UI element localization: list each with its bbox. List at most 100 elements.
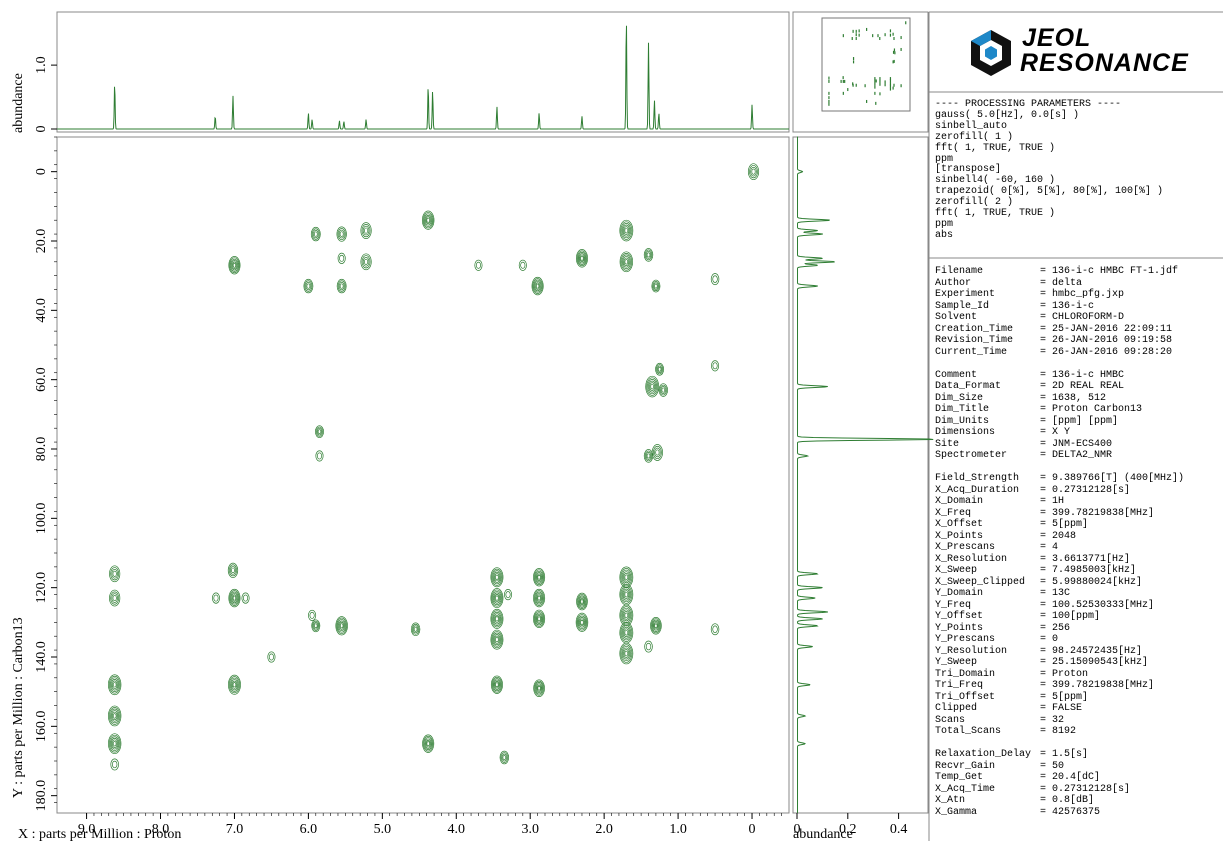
parameter-value: = 8192 <box>1040 726 1077 737</box>
cross-peak <box>533 609 546 629</box>
contour-ring <box>620 623 633 642</box>
contour-ring <box>108 705 122 727</box>
cross-peak <box>619 219 634 242</box>
parameter-key: X_Sweep_Clipped <box>935 576 1026 588</box>
contour-ring <box>108 707 121 725</box>
contour-ring <box>646 252 651 258</box>
processing-line: sinbell_auto <box>935 120 1008 132</box>
y-tick-label: 20.0 <box>34 229 49 254</box>
parameter-key: Tri_Domain <box>935 668 996 680</box>
cross-peak <box>499 750 510 765</box>
parameter-value: = 136-i-c HMBC FT-1.jdf <box>1040 266 1179 277</box>
x-axis-label: X : parts per Million : Proton <box>18 827 181 841</box>
contour-ring <box>711 360 720 372</box>
contour-ring <box>310 226 321 242</box>
contour-ring <box>619 642 634 665</box>
parameter-key: Dim_Units <box>935 415 990 427</box>
contour-ring <box>495 637 499 643</box>
minimap-peak <box>884 80 886 84</box>
contour-ring <box>111 711 118 721</box>
contour-ring <box>645 250 652 259</box>
contour-ring <box>502 755 507 761</box>
cross-peak <box>108 733 122 755</box>
contour-ring <box>315 450 324 462</box>
side-x-tick-label: 0.2 <box>839 822 857 837</box>
contour-ring <box>495 682 499 688</box>
cross-peak <box>315 425 324 439</box>
contour-ring <box>504 589 513 601</box>
contour-ring <box>621 587 632 603</box>
parameter-key: Current_Time <box>935 346 1008 358</box>
contour-ring <box>312 229 319 239</box>
minimap-peak <box>874 91 876 95</box>
parameter-key: Scans <box>935 714 966 726</box>
parameter-key: Y_Freq <box>935 599 972 611</box>
contour-ring <box>338 229 345 239</box>
cross-peak <box>490 629 504 650</box>
minimap-peak <box>900 36 902 40</box>
contour-ring <box>492 591 502 606</box>
contour-ring <box>490 567 504 588</box>
processing-line: gauss( 5.0[Hz], 0.0[s] ) <box>935 109 1080 121</box>
cross-peak <box>360 222 372 239</box>
parameter-key: X_Domain <box>935 496 984 507</box>
contour-ring <box>577 615 587 630</box>
parameter-value: = 0.27312128[s] <box>1040 484 1131 496</box>
contour-ring <box>575 612 589 632</box>
contour-ring <box>537 616 541 622</box>
contour-ring <box>534 682 544 695</box>
y-tick-label: 80.0 <box>34 437 49 462</box>
x-tick-label: 2.0 <box>595 822 613 837</box>
cross-peak <box>619 642 634 665</box>
cross-peak <box>336 278 347 294</box>
parameter-key: Spectrometer <box>935 450 1008 461</box>
cross-peak <box>228 256 241 275</box>
y-tick-label: 160.0 <box>34 711 49 743</box>
contour-ring <box>305 281 312 291</box>
parameter-value: = 5[ppm] <box>1040 519 1089 530</box>
contour-ring <box>112 682 117 688</box>
parameter-value: = Proton Carbon13 <box>1040 404 1143 415</box>
y-tick-label: 180.0 <box>34 780 49 812</box>
cross-peak <box>658 383 668 397</box>
contour-ring <box>576 592 588 611</box>
contour-ring <box>423 737 433 751</box>
minimap-peak <box>874 85 876 89</box>
cross-peak <box>410 622 421 637</box>
parameter-key: Creation_Time <box>935 323 1014 335</box>
top-y-tick-label: 1.0 <box>34 56 49 74</box>
contour-ring <box>231 592 238 604</box>
minimap-peak <box>889 82 892 86</box>
contour-ring <box>317 429 322 435</box>
minimap-peak <box>852 60 855 64</box>
contour-ring <box>647 379 658 395</box>
parameter-value: = 5.99880024[kHz] <box>1040 576 1143 588</box>
contour-ring <box>494 594 500 603</box>
cross-peak <box>518 259 527 271</box>
contour-ring <box>337 619 347 633</box>
minimap-peak <box>893 48 896 52</box>
contour-ring <box>112 595 117 602</box>
contour-ring <box>108 675 121 694</box>
contour-ring <box>363 227 369 234</box>
side-x-tick-label: 0.4 <box>890 822 908 837</box>
side-frame <box>792 136 929 814</box>
side-projection-trace <box>797 136 934 813</box>
cross-peak <box>241 592 250 604</box>
contour-ring <box>624 650 629 657</box>
processing-line: ppm <box>935 153 954 165</box>
parameter-key: Dim_Title <box>935 404 990 415</box>
contour-ring <box>577 594 587 609</box>
contour-ring <box>712 362 718 370</box>
contour-ring <box>311 228 320 240</box>
contour-ring <box>623 590 630 599</box>
cross-peak <box>315 450 324 462</box>
minimap-peak <box>844 79 846 83</box>
parameter-value: = [ppm] [ppm] <box>1040 415 1119 427</box>
cross-peak <box>504 589 513 601</box>
cross-peak <box>211 592 220 604</box>
cross-peak <box>619 251 633 273</box>
cross-peak <box>655 362 665 376</box>
cross-peak <box>619 583 634 606</box>
cross-peak <box>710 273 720 286</box>
